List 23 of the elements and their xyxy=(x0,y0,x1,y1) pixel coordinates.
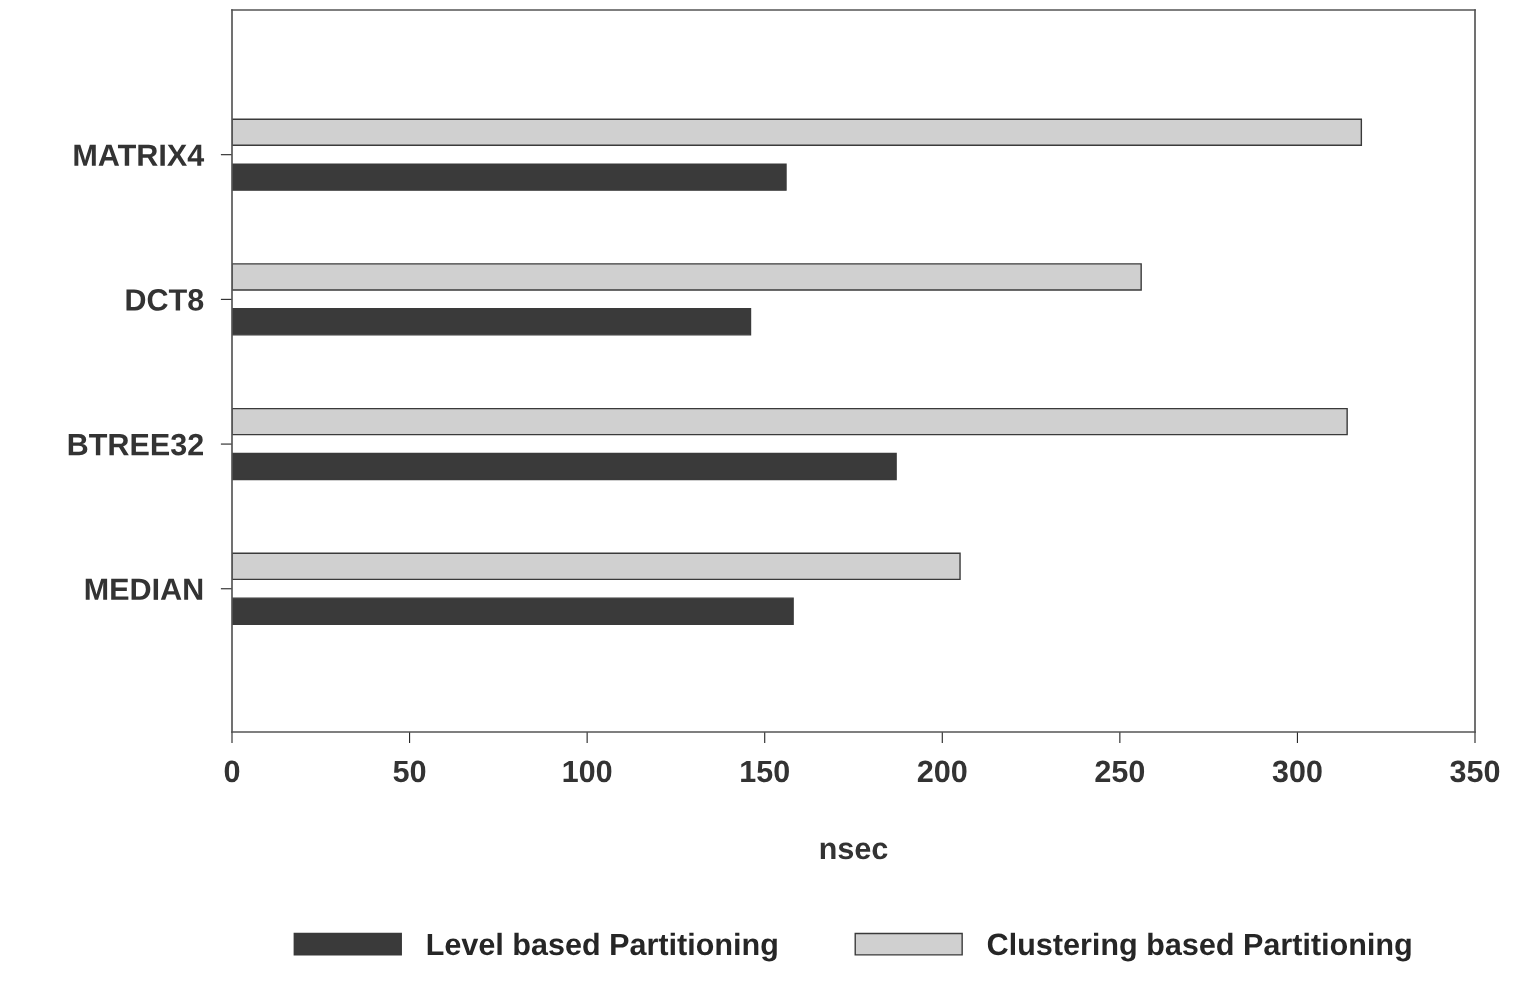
x-axis-title: nsec xyxy=(820,842,888,860)
y-tick-label: DCT8 xyxy=(126,289,204,311)
bar xyxy=(232,163,787,191)
y-tick-label: BTREE32 xyxy=(68,433,203,456)
y-tick-label: MEDIAN xyxy=(85,578,203,600)
bar xyxy=(232,263,1142,291)
bar xyxy=(232,452,897,481)
bar xyxy=(232,308,752,336)
legend-label: Clustering based Partitioning xyxy=(987,932,1411,962)
bar xyxy=(232,118,1363,146)
bar xyxy=(232,407,1348,436)
x-tick-label: 300 xyxy=(1272,760,1322,783)
x-tick-label: 250 xyxy=(1095,760,1145,783)
bar xyxy=(232,597,794,625)
x-tick-label: 100 xyxy=(563,760,612,783)
x-tick-label: 350 xyxy=(1450,760,1500,783)
x-tick-label: 150 xyxy=(741,760,789,783)
x-tick-label: 50 xyxy=(393,760,426,783)
x-tick-label: 200 xyxy=(917,760,967,783)
x-tick-label: 0 xyxy=(224,760,240,783)
legend-label: Level based Partitioning xyxy=(427,932,777,962)
bar xyxy=(232,552,961,581)
y-tick-label: MATRIX4 xyxy=(74,144,205,166)
